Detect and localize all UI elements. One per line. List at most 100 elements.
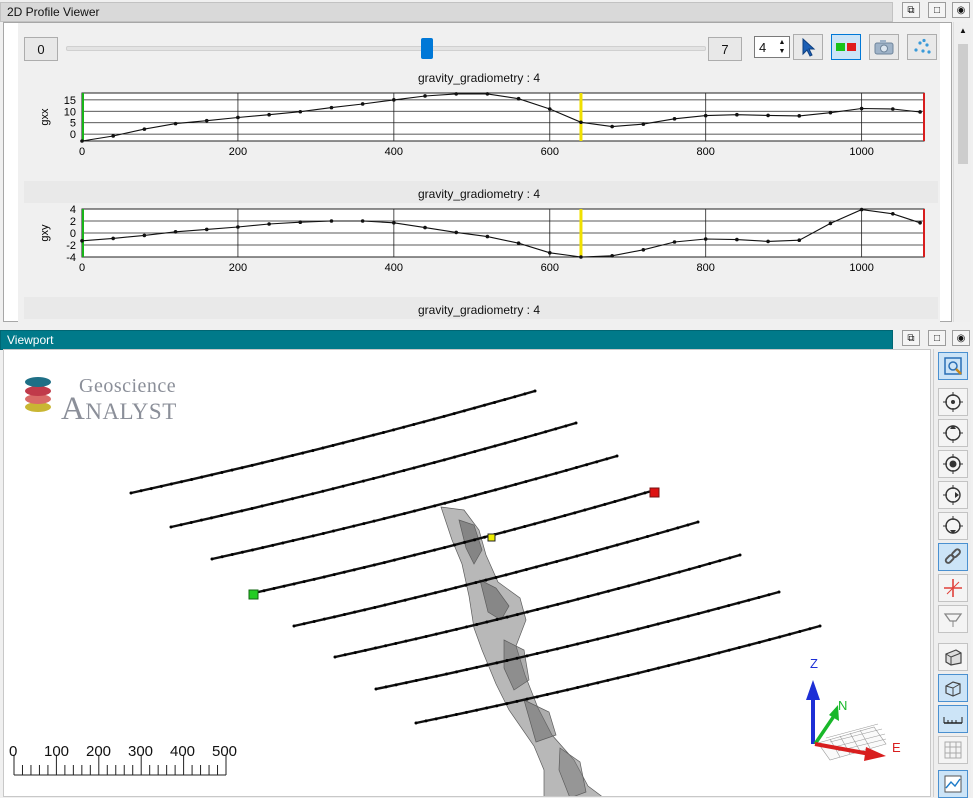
box-icon [945, 681, 961, 697]
survey-station [272, 587, 276, 591]
line-slider-handle[interactable] [421, 38, 433, 59]
survey-station [342, 527, 346, 531]
viewport-toolbar [933, 349, 971, 798]
line-number-spinbox[interactable]: 4 ▲ ▼ [754, 36, 790, 58]
look-icon [943, 516, 963, 534]
survey-station [210, 557, 214, 561]
data-point [360, 219, 365, 223]
survey-station [149, 487, 153, 491]
survey-station [321, 489, 325, 493]
survey-station [372, 519, 376, 523]
hide-icon[interactable]: ◉ [952, 2, 970, 18]
survey-station [474, 581, 478, 585]
link-button[interactable] [938, 543, 968, 571]
survey-station [260, 461, 264, 465]
survey-lines[interactable] [129, 389, 822, 725]
color-swatch-icon [836, 43, 856, 51]
show-points-button[interactable] [907, 34, 937, 60]
maximize-icon[interactable]: □ [928, 330, 946, 346]
survey-station [462, 409, 466, 413]
survey-station [413, 596, 417, 600]
scroll-up-icon[interactable]: ▲ [959, 26, 967, 35]
chart-view-button[interactable] [938, 770, 968, 798]
float-icon[interactable]: ⧉ [902, 2, 920, 18]
pan-button[interactable] [938, 419, 968, 447]
zoom-extent-button[interactable] [938, 352, 968, 380]
screenshot-button[interactable] [869, 34, 899, 60]
select-tool-button[interactable] [793, 34, 823, 60]
spin-up-icon[interactable]: ▲ [778, 39, 786, 46]
grid-button[interactable] [938, 736, 968, 764]
orbit-button[interactable] [938, 481, 968, 509]
data-point [918, 221, 922, 225]
look-button[interactable] [938, 512, 968, 540]
survey-station [473, 450, 477, 454]
spin-down-icon[interactable]: ▼ [778, 48, 786, 55]
section-button[interactable] [938, 605, 968, 633]
perspective-button[interactable] [938, 643, 968, 671]
crosshair-button[interactable] [938, 574, 968, 602]
ruler-icon [943, 717, 963, 724]
survey-station [554, 427, 558, 431]
scale-bar [13, 755, 227, 776]
float-icon[interactable]: ⧉ [902, 330, 920, 346]
x-tick-label: 200 [229, 262, 247, 274]
ruler-button[interactable] [938, 705, 968, 733]
maximize-icon[interactable]: □ [928, 2, 946, 18]
perspective-icon [945, 649, 962, 666]
survey-station [575, 554, 579, 558]
logo-stack-icon [25, 377, 51, 412]
profile-viewer-title-bar: 2D Profile Viewer [0, 2, 893, 22]
survey-station [190, 477, 194, 481]
survey-station [321, 531, 325, 535]
survey-station [626, 630, 630, 634]
survey-station [292, 582, 296, 586]
selected-point-marker[interactable] [487, 533, 496, 542]
survey-station [433, 591, 437, 595]
scatter-points-icon [914, 38, 931, 54]
viewport-3d-canvas[interactable]: Geoscience Analyst [3, 349, 931, 797]
data-point [142, 233, 147, 238]
chart-separator [24, 297, 938, 319]
data-point [329, 219, 334, 223]
hide-icon[interactable]: ◉ [952, 330, 970, 346]
line-slider-track[interactable] [66, 46, 706, 51]
rotate-button[interactable] [938, 388, 968, 416]
survey-station [728, 556, 732, 560]
box-button[interactable] [938, 674, 968, 702]
x-tick-label: 1000 [849, 262, 873, 274]
data-point [891, 107, 895, 111]
survey-station [341, 484, 345, 488]
survey-station [343, 613, 346, 617]
focus-button[interactable] [938, 450, 968, 478]
survey-station [514, 482, 518, 486]
survey-station [686, 614, 690, 618]
survey-station [556, 602, 560, 606]
survey-station [576, 597, 580, 601]
survey-station [495, 704, 499, 708]
survey-station [392, 558, 396, 562]
viewport-scene[interactable]: Z N E [4, 350, 931, 797]
survey-station [414, 721, 418, 725]
color-toggle-button[interactable] [831, 34, 861, 60]
line-start-marker[interactable] [248, 589, 259, 600]
survey-station [291, 454, 295, 458]
data-point [672, 117, 677, 121]
survey-station [332, 573, 336, 577]
survey-station [371, 433, 375, 437]
survey-station [535, 695, 539, 699]
survey-station [362, 565, 366, 569]
survey-station [595, 460, 599, 464]
survey-station [302, 580, 306, 584]
survey-station [524, 480, 528, 484]
survey-station [210, 516, 213, 520]
geology-body[interactable] [440, 506, 604, 797]
survey-station [443, 501, 447, 505]
profile-scroll-thumb[interactable] [958, 44, 968, 164]
survey-station [302, 622, 306, 626]
survey-station [593, 505, 597, 509]
line-end-marker[interactable] [649, 487, 660, 498]
profile-scrollbar[interactable]: ▲ [953, 22, 971, 322]
